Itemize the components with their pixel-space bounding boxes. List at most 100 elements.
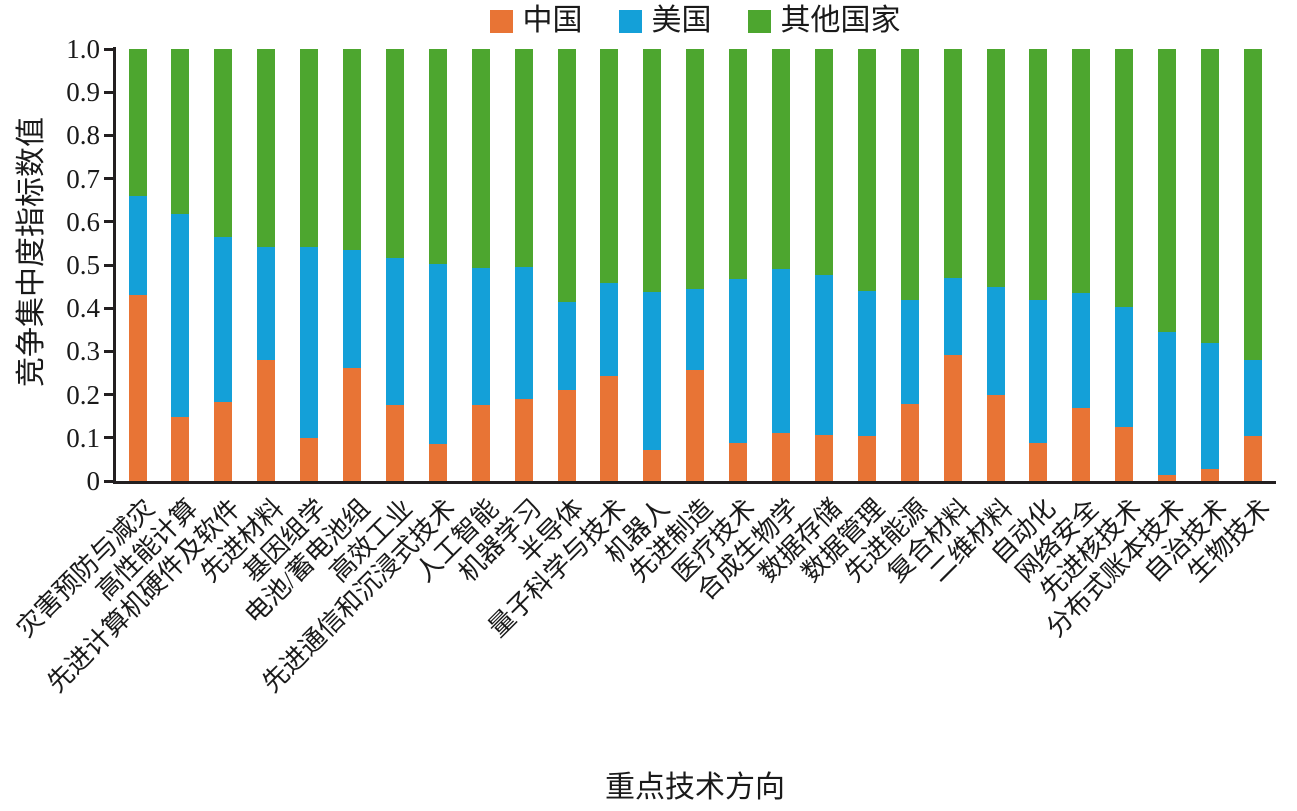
- bar-合成生物学: [772, 49, 790, 481]
- bar-高性能计算: [171, 49, 190, 481]
- bar-电池/蓄电池组: [343, 49, 361, 481]
- bar-segment-其他国家: [943, 49, 962, 278]
- bar-segment-美国: [729, 278, 748, 443]
- bar-segment-美国: [300, 247, 319, 438]
- bar-segment-中国: [428, 444, 447, 481]
- bar-segment-中国: [257, 360, 276, 481]
- bar-segment-美国: [214, 237, 233, 402]
- y-tick: [104, 479, 113, 483]
- bar-segment-其他国家: [643, 49, 662, 293]
- x-axis-line: [113, 481, 1276, 484]
- bar-量子科学与技术: [600, 49, 619, 481]
- bar-segment-中国: [1029, 442, 1048, 481]
- bar-segment-其他国家: [1201, 49, 1219, 343]
- bar-segment-其他国家: [772, 49, 790, 270]
- bar-数据存储: [814, 49, 833, 481]
- bar-先进通信和沉浸式技术: [428, 49, 447, 481]
- bar-segment-美国: [600, 282, 619, 377]
- legend-item-china: 中国: [489, 6, 583, 36]
- bar-segment-中国: [385, 404, 404, 481]
- bar-segment-美国: [1243, 360, 1262, 436]
- bar-人工智能: [471, 49, 490, 481]
- bar-先进核技术: [1115, 49, 1134, 481]
- bar-先进制造: [686, 49, 705, 481]
- bar-segment-美国: [1115, 306, 1134, 427]
- bar-机器学习: [514, 49, 533, 481]
- bar-segment-美国: [385, 257, 404, 405]
- y-tick-label: 0.4: [66, 293, 100, 324]
- bar-网络安全: [1072, 49, 1091, 481]
- bar-segment-中国: [128, 295, 147, 481]
- y-tick: [104, 133, 113, 137]
- x-axis-labels: 灾害预防与减灾 高性能计算 先进计算机硬件及软件 先进材料 基因组学 电池/蓄电池组 高效工…: [0, 483, 1297, 773]
- bar-segment-中国: [814, 435, 833, 481]
- bar-segment-美国: [128, 195, 147, 296]
- bar-segment-中国: [300, 437, 319, 481]
- bar-segment-其他国家: [686, 49, 705, 289]
- bar-segment-其他国家: [900, 49, 919, 300]
- bar-segment-美国: [1029, 299, 1048, 443]
- y-tick: [104, 177, 113, 181]
- y-tick: [104, 349, 113, 353]
- bar-segment-其他国家: [343, 49, 361, 250]
- bar-segment-美国: [1072, 293, 1091, 408]
- bar-segment-中国: [643, 449, 662, 481]
- bar-segment-中国: [557, 390, 576, 481]
- bar-segment-中国: [857, 436, 876, 481]
- bar-医疗技术: [729, 49, 748, 481]
- y-tick-label: 0: [86, 466, 101, 496]
- bar-segment-美国: [943, 277, 962, 355]
- y-tick-label: 0.5: [66, 250, 100, 280]
- y-tick-label: 0.8: [66, 120, 100, 151]
- bar-segment-其他国家: [600, 49, 619, 283]
- bar-segment-其他国家: [471, 49, 490, 268]
- bar-segment-其他国家: [128, 49, 147, 196]
- y-tick: [104, 436, 113, 440]
- legend: 中国 美国 其他国家: [115, 2, 1275, 40]
- bar-segment-其他国家: [1243, 49, 1262, 361]
- bar-先进材料: [257, 49, 276, 481]
- bar-segment-其他国家: [385, 49, 404, 258]
- bar-segment-其他国家: [1115, 49, 1134, 307]
- y-tick: [104, 263, 113, 267]
- bar-segment-美国: [772, 269, 790, 433]
- bar-segment-中国: [1158, 475, 1177, 481]
- bar-segment-美国: [471, 267, 490, 405]
- bar-segment-其他国家: [428, 49, 447, 264]
- legend-label-usa: 美国: [651, 4, 712, 37]
- plot-area: [116, 49, 1275, 481]
- bar-segment-中国: [343, 367, 361, 481]
- bar-生物技术: [1243, 49, 1262, 481]
- bar-segment-中国: [171, 417, 190, 481]
- bar-基因组学: [300, 49, 319, 481]
- legend-swatch-usa: [618, 9, 642, 33]
- bar-segment-其他国家: [986, 49, 1005, 288]
- y-tick-label: 0.1: [66, 422, 100, 453]
- legend-item-usa: 美国: [618, 4, 712, 37]
- bar-半导体: [557, 49, 576, 481]
- y-tick: [104, 393, 113, 397]
- bar-segment-中国: [772, 432, 790, 481]
- bar-segment-美国: [986, 287, 1005, 395]
- bar-segment-其他国家: [1029, 49, 1048, 300]
- bar-自动化: [1029, 49, 1048, 481]
- bar-segment-美国: [171, 214, 190, 418]
- bar-先进能源: [900, 49, 919, 481]
- bar-二维材料: [986, 49, 1005, 481]
- bar-segment-美国: [900, 299, 919, 405]
- bar-复合材料: [943, 49, 962, 481]
- y-tick: [104, 306, 113, 310]
- y-tick: [104, 90, 113, 94]
- bar-segment-美国: [514, 266, 533, 399]
- y-axis-line: [113, 47, 116, 484]
- bar-segment-其他国家: [257, 49, 276, 248]
- bar-segment-其他国家: [171, 49, 190, 215]
- bar-segment-中国: [1201, 469, 1219, 481]
- legend-swatch-others: [747, 9, 771, 33]
- y-tick-label: 0.6: [66, 206, 100, 237]
- bar-segment-中国: [986, 394, 1005, 481]
- bar-segment-其他国家: [1158, 49, 1177, 332]
- bar-分布式账本技术: [1158, 49, 1177, 481]
- legend-item-others: 其他国家: [747, 6, 901, 36]
